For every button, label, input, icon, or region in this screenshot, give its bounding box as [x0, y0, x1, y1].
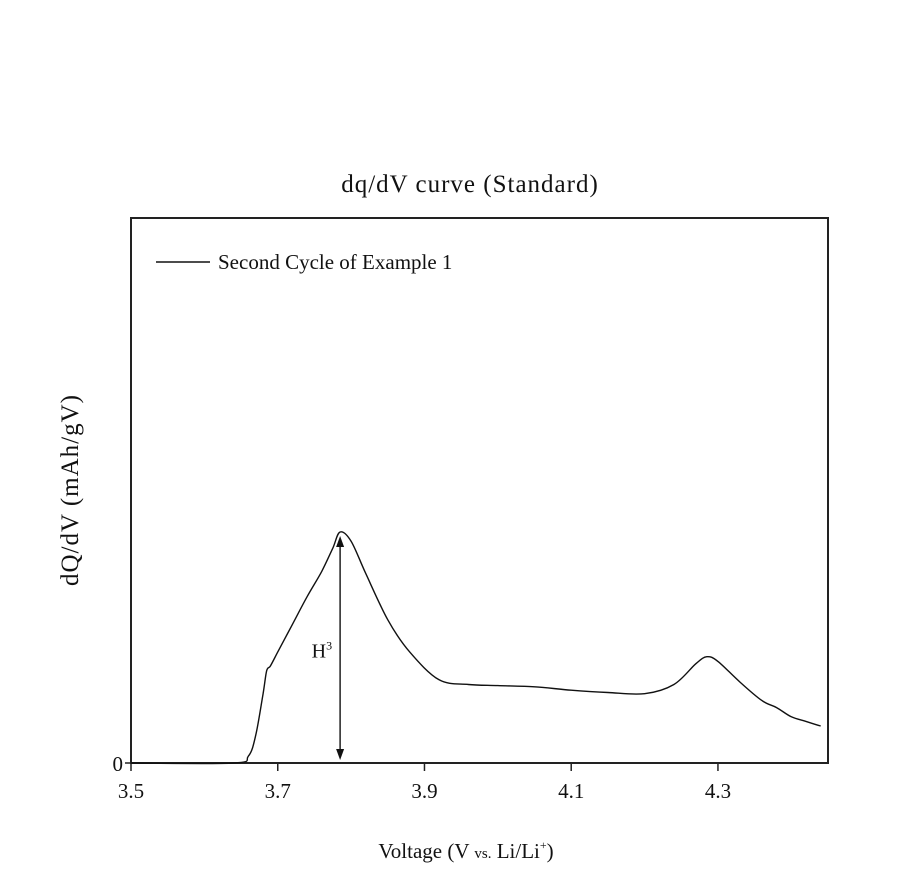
x-axis-label: Voltage (V vs. Li/Li+): [378, 838, 553, 863]
x-tick-label: 3.5: [118, 779, 144, 803]
y-tick-label: 0: [113, 752, 124, 776]
x-tick-label: 3.7: [265, 779, 291, 803]
h3-label: H3: [312, 639, 332, 663]
x-axis-ticks: 3.5 3.7 3.9 4.1 4.3: [118, 763, 731, 803]
x-axis-label-tail: Li/Li: [497, 839, 540, 863]
y-axis-ticks: 0: [113, 752, 132, 776]
x-tick-label: 4.1: [558, 779, 584, 803]
y-axis-label: dQ/dV (mAh/gV): [57, 394, 84, 586]
plot-frame: [131, 218, 828, 763]
x-axis-label-main: Voltage (V: [378, 839, 469, 863]
h3-annotation: H3: [312, 536, 344, 760]
legend-entry: Second Cycle of Example 1: [218, 250, 452, 274]
chart-title: dq/dV curve (Standard): [341, 171, 599, 198]
x-tick-label: 4.3: [705, 779, 731, 803]
h3-arrow-head-bottom: [336, 749, 344, 760]
x-axis-label-close: ): [547, 839, 554, 863]
x-tick-label: 3.9: [411, 779, 437, 803]
series-line-second-cycle: [131, 532, 821, 764]
h3-label-sup: 3: [326, 639, 332, 653]
x-axis-label-small: vs.: [474, 846, 491, 862]
h3-label-main: H: [312, 641, 326, 663]
legend: Second Cycle of Example 1: [156, 250, 452, 274]
